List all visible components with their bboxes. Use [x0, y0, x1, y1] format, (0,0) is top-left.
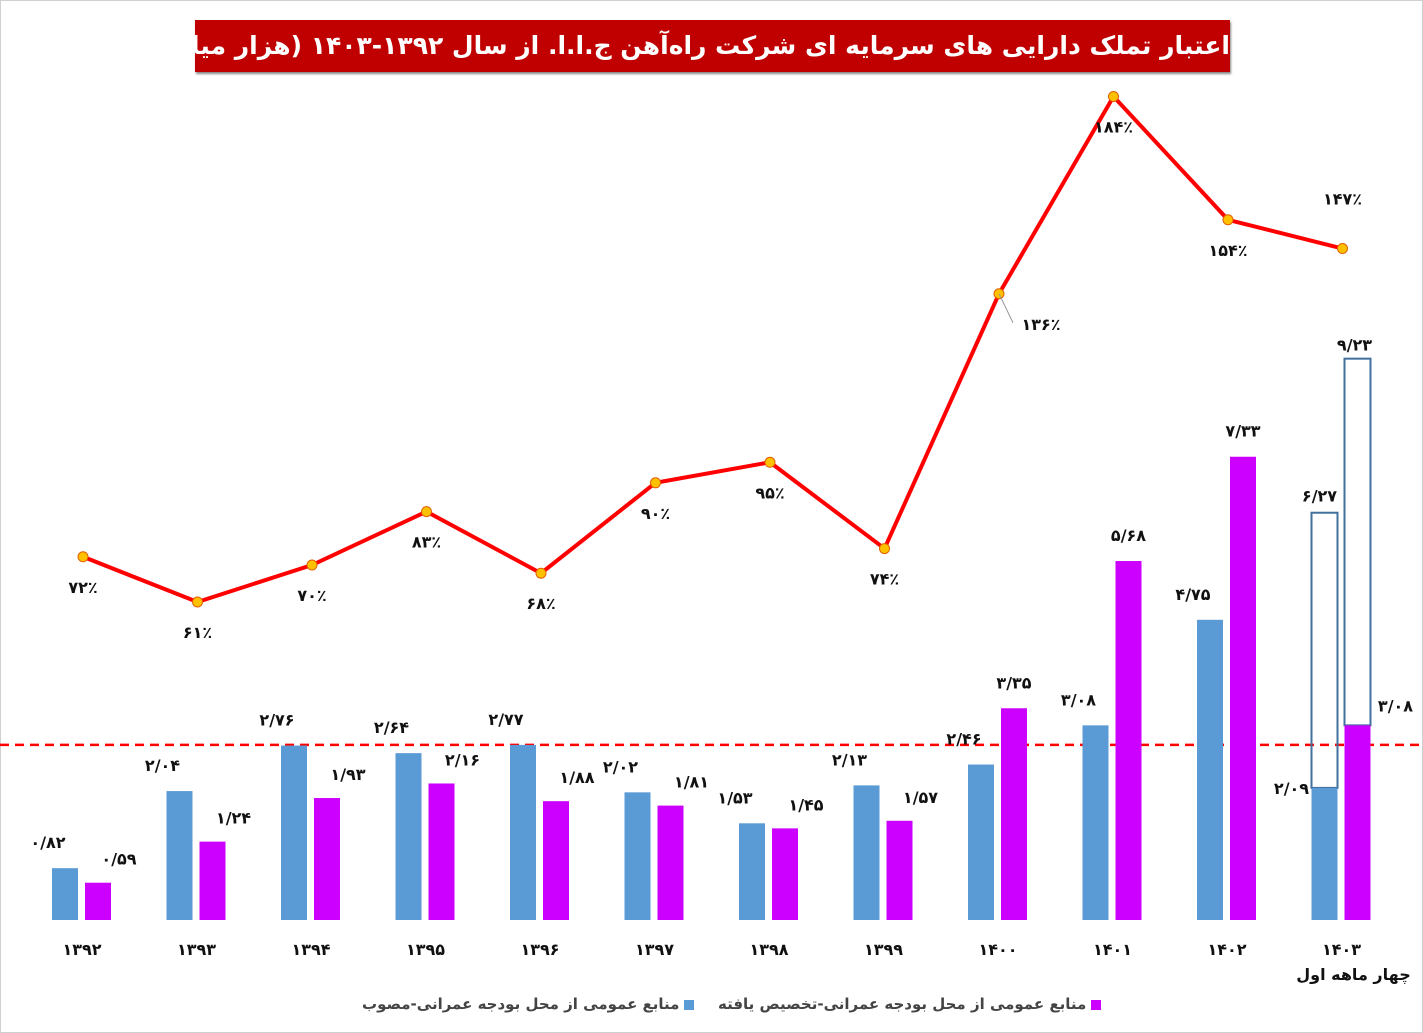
data-label-approved: ۲/۰۲ — [603, 757, 638, 776]
x-tick-label: ۱۴۰۳ — [1322, 940, 1361, 959]
x-tick-label: ۱۳۹۵ — [406, 940, 445, 959]
ratio-label: ۶۱٪ — [183, 623, 212, 642]
bar-allocated-4 — [543, 801, 569, 920]
bar-approved-1 — [166, 791, 193, 920]
x-tick-label: ۱۳۹۸ — [749, 940, 788, 959]
data-label-allocated: ۳/۳۵ — [996, 673, 1031, 692]
ratio-label: ۹۵٪ — [755, 483, 784, 502]
bar-allocated-11 — [1344, 725, 1371, 920]
legend-swatch-purple — [1091, 999, 1102, 1010]
ratio-label: ۱۳۶٪ — [1021, 315, 1060, 334]
chart-title: اعتبار تملک دارایی های سرمایه ای شرکت را… — [52, 20, 1230, 72]
ratio-label: ۸۳٪ — [412, 533, 441, 552]
ratio-point-7 — [879, 543, 890, 555]
ratio-point-1 — [192, 596, 203, 608]
x-tick-label: ۱۳۹۳ — [177, 940, 216, 959]
bar-allocated-6 — [772, 828, 798, 920]
legend-label: منابع عمومی از محل بودجه عمرانی-تخصیص یا… — [718, 995, 1087, 1013]
data-label-approved: ۲/۷۶ — [259, 711, 294, 730]
ratio-label: ۷۲٪ — [68, 578, 97, 597]
ratio-point-0 — [77, 551, 89, 563]
legend-label: منابع عمومی از محل بودجه عمرانی-مصوب — [362, 995, 680, 1013]
x-tick-label: ۱۳۹۶ — [520, 940, 559, 959]
data-label-approved: ۲/۶۴ — [374, 718, 409, 737]
x-tick-label: ۱۴۰۰ — [978, 940, 1017, 959]
ratio-point-3 — [421, 506, 432, 518]
bar-allocated-8 — [1001, 708, 1027, 920]
bar-approved-2 — [281, 745, 307, 920]
data-label-allocated: ۱/۵۷ — [903, 788, 938, 807]
bar-approved-11 — [1311, 787, 1338, 920]
ratio-point-10 — [1222, 214, 1234, 226]
bar-allocated-7 — [886, 820, 913, 920]
data-label-allocated: ۱/۹۳ — [330, 765, 365, 784]
x-tick-label: ۱۴۰۱ — [1093, 940, 1132, 959]
legend-item-allocated: منابع عمومی از محل بودجه عمرانی-تخصیص یا… — [718, 995, 1102, 1013]
data-label-allocated: ۲/۱۶ — [445, 750, 480, 769]
bar-approved-7 — [853, 785, 880, 920]
bar-outline-approved-11 — [1310, 511, 1339, 789]
data-label-allocated: ۱/۲۴ — [216, 809, 251, 828]
bar-allocated-3 — [428, 783, 455, 920]
bar-allocated-9 — [1115, 561, 1142, 920]
ratio-label: ۹۰٪ — [641, 504, 670, 523]
ratio-label: ۱۴۷٪ — [1323, 190, 1362, 209]
bar-allocated-5 — [657, 805, 684, 920]
data-label-allocated: ۳/۰۸ — [1378, 696, 1413, 715]
ratio-point-11 — [1337, 243, 1348, 255]
data-label-approved: ۱/۵۳ — [717, 788, 752, 807]
bar-allocated-2 — [314, 798, 340, 920]
data-label-outline-approved: ۶/۲۷ — [1302, 487, 1337, 506]
data-label-allocated: ۱/۸۸ — [559, 768, 594, 787]
data-label-approved: ۲/۴۶ — [946, 730, 981, 749]
data-label-outline-allocated: ۹/۲۳ — [1337, 336, 1372, 355]
bar-approved-3 — [395, 753, 422, 920]
ratio-label: ۷۰٪ — [297, 586, 326, 605]
ratio-point-4 — [535, 567, 547, 579]
data-label-allocated: ۱/۸۱ — [674, 773, 709, 792]
x-tick-label: ۱۳۹۲ — [62, 940, 101, 959]
ratio-point-6 — [764, 456, 776, 468]
data-label-approved: ۲/۱۳ — [832, 750, 867, 769]
x-tick-label: ۱۳۹۴ — [291, 940, 330, 959]
data-label-allocated: ۵/۶۸ — [1111, 526, 1146, 545]
data-label-approved: ۰/۸۲ — [30, 833, 65, 852]
data-label-approved: ۳/۰۸ — [1061, 690, 1096, 709]
data-label-approved: ۴/۷۵ — [1175, 585, 1210, 604]
bar-approved-8 — [968, 764, 994, 920]
bar-approved-9 — [1082, 725, 1109, 920]
leader-line — [998, 293, 1014, 323]
x-tick-label: ۱۳۹۹ — [864, 940, 903, 959]
ratio-label: ۱۸۴٪ — [1094, 117, 1133, 136]
ratio-label: ۷۴٪ — [870, 570, 899, 589]
ratio-point-2 — [306, 559, 318, 571]
ratio-label: ۶۸٪ — [526, 594, 555, 613]
data-label-allocated: ۰/۵۹ — [101, 850, 136, 869]
bar-allocated-1 — [199, 841, 226, 920]
bar-approved-0 — [52, 868, 78, 920]
data-label-approved: ۲/۰۹ — [1274, 779, 1309, 798]
x-tick-label: ۱۴۰۲ — [1207, 940, 1246, 959]
x-tick-label: ۱۳۹۷ — [635, 940, 674, 959]
data-label-approved: ۲/۷۷ — [488, 710, 523, 729]
bar-approved-5 — [624, 792, 651, 920]
bar-allocated-0 — [85, 882, 111, 920]
bar-outline-allocated-11 — [1343, 357, 1372, 727]
bar-approved-6 — [739, 823, 765, 920]
ratio-point-5 — [650, 477, 661, 489]
bar-approved-10 — [1197, 619, 1223, 920]
ratio-point-9 — [1108, 90, 1119, 102]
ratio-label: ۱۵۴٪ — [1208, 241, 1247, 260]
bar-allocated-10 — [1230, 456, 1256, 920]
ratio-line — [82, 93, 1343, 605]
data-label-allocated: ۷/۳۳ — [1225, 422, 1260, 441]
data-label-allocated: ۱/۴۵ — [788, 795, 823, 814]
data-label-approved: ۲/۰۴ — [145, 756, 180, 775]
legend-swatch-blue — [684, 999, 695, 1010]
bar-approved-4 — [510, 744, 536, 920]
x-tick-sublabel: چهار ماهه اول — [1296, 965, 1410, 985]
legend-item-approved: منابع عمومی از محل بودجه عمرانی-مصوب — [362, 995, 695, 1013]
